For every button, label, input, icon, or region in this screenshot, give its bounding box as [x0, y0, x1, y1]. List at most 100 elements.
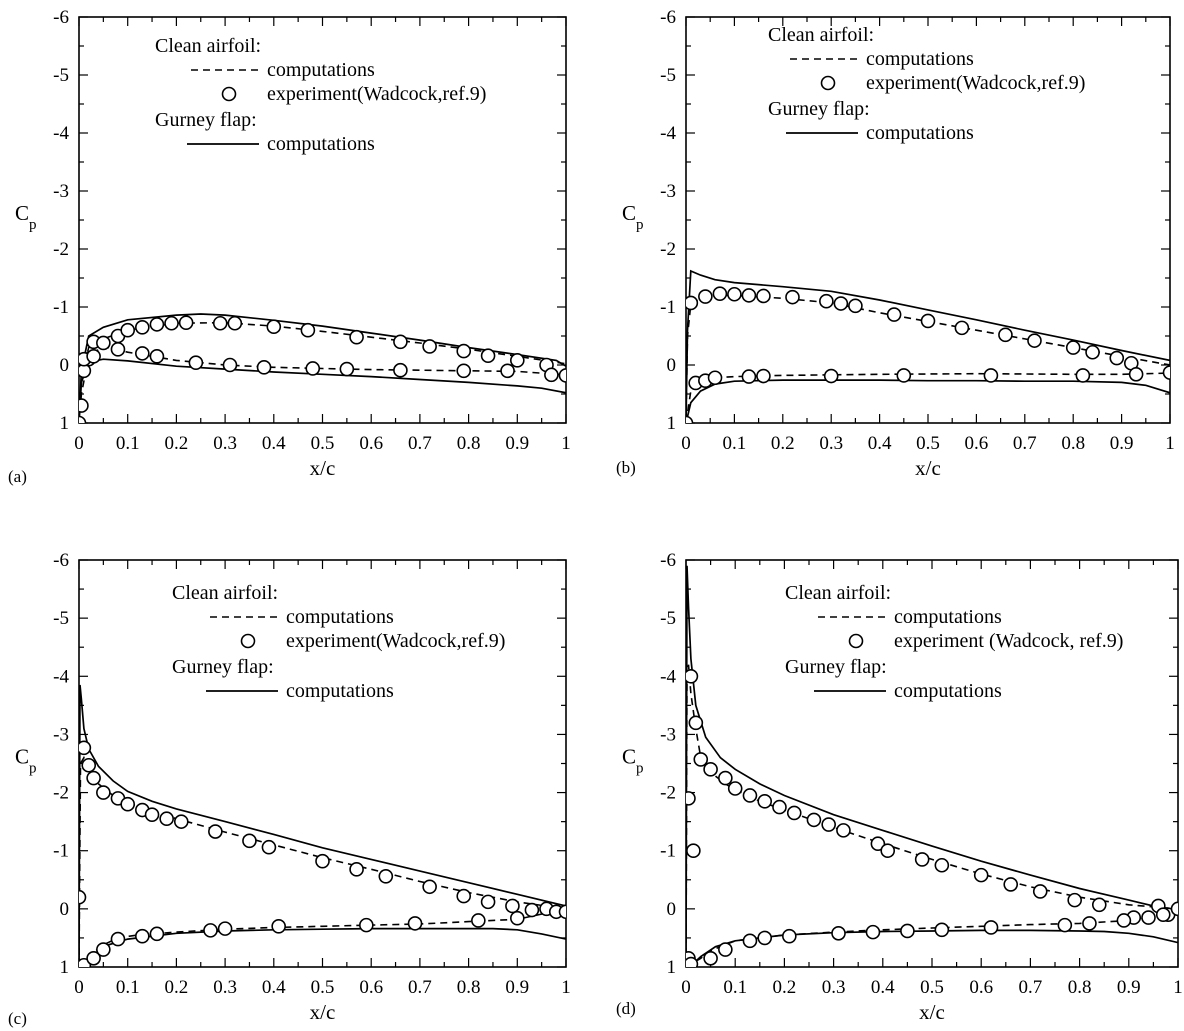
- panel-b-y-tick-label: -6: [660, 7, 676, 28]
- panel-b-panel-label: (b): [616, 458, 636, 477]
- panel-a-y-axis-title-main: C: [15, 201, 29, 225]
- panel-d-experiment-point: [782, 928, 797, 944]
- panel-c-legend-clean-experiment: experiment(Wadcock,ref.9): [286, 630, 505, 652]
- panel-d-y-tick-label: 0: [667, 899, 677, 920]
- panel-c-y-axis-title-sub: p: [29, 761, 37, 777]
- panel-b-experiment-point: [998, 327, 1013, 343]
- panel-b-x-axis-title: x/c: [915, 456, 941, 480]
- panel-b-y-axis-title-sub: p: [636, 217, 644, 233]
- panel-b-experiment-point: [712, 286, 728, 301]
- panel-b-y-tick-label: 0: [667, 355, 677, 376]
- panel-d-experiment-point: [1091, 897, 1107, 913]
- panel-c-x-tick-label: 0.2: [165, 977, 189, 998]
- panel-a-legend: Clean airfoil:computationsexperiment(Wad…: [155, 35, 486, 155]
- panel-c-y-tick-label: 0: [60, 899, 70, 920]
- panel-d-experiment-point: [688, 715, 704, 731]
- panel-a-legend-circle-swatch: [221, 86, 237, 102]
- panel-b-x-tick-label: 0.2: [771, 433, 795, 454]
- panel-c-experiment-point: [509, 910, 525, 926]
- panel-c-experiment-point: [86, 770, 101, 786]
- panel-b-x-tick-label: 0.8: [1061, 433, 1085, 454]
- panel-c-experiment-point: [144, 807, 160, 822]
- panel-d-x-tick-label: 0.3: [822, 977, 846, 998]
- panel-d-experiment-point: [1057, 917, 1073, 933]
- panel-a-experiment-point: [456, 363, 472, 379]
- panel-b-experiment-point: [983, 368, 999, 383]
- panel-c-y-tick-label: -4: [53, 666, 69, 687]
- panel-c-experiment-point: [558, 904, 566, 920]
- panel-b-series-group: [686, 269, 1170, 423]
- panel-d-experiment-point: [742, 788, 758, 803]
- panel-a-y-axis-title: Cp: [15, 201, 37, 233]
- panel-c-legend-gurney-heading: Gurney flap:: [172, 656, 274, 678]
- panel-a-experiment-point: [135, 319, 150, 335]
- panel-b-experiment-point: [741, 369, 757, 384]
- panel-a-legend-gurney-computations: computations: [267, 133, 375, 155]
- panel-c-experiment-point: [505, 898, 520, 914]
- panel-b-experiment-point: [756, 368, 771, 384]
- panel-b-experiment-point: [1027, 333, 1042, 348]
- panel-b-experiment-point: [756, 288, 771, 304]
- panel-d-experiment-point: [727, 781, 743, 796]
- panel-a-experiment-point: [86, 348, 101, 364]
- panel-b-experiment-point: [686, 415, 694, 423]
- panel-d-experiment-point: [934, 857, 950, 873]
- panel-c-experiment-point: [271, 918, 286, 934]
- panel-c-y-tick-label: -3: [53, 724, 69, 745]
- panel-c-experiment-point: [79, 889, 87, 905]
- panel-a-experiment-point: [480, 348, 496, 364]
- panel-d-y-tick-label: 1: [667, 957, 677, 978]
- panel-b-experiment-point: [698, 289, 713, 304]
- panel-a-experiment-point: [120, 322, 135, 338]
- panel-d-y-axis-title-sub: p: [636, 761, 644, 777]
- panel-c-experiment-point: [159, 811, 174, 827]
- panel-b-experiment-point: [707, 370, 723, 386]
- panel-b-experiment-point: [886, 307, 902, 322]
- panel-d-experiment-point: [757, 793, 773, 809]
- panel-b-x-tick-label: 0.7: [1013, 433, 1037, 454]
- panel-c-experiment-point: [135, 928, 150, 944]
- panel-d-x-tick-label: 0.2: [773, 977, 797, 998]
- panel-d-experiment-point: [742, 933, 758, 949]
- panel-c-experiment-point: [79, 740, 92, 756]
- panel-c-experiment-point: [261, 839, 277, 855]
- panel-d-experiment-point: [1032, 884, 1048, 899]
- panel-d-experiment-point: [1155, 907, 1171, 922]
- panel-d-x-tick-label: 0.9: [1117, 977, 1141, 998]
- panel-c-experiment-point: [524, 902, 540, 918]
- panel-c-y-axis-title: Cp: [15, 745, 37, 777]
- panel-d-experiment-point: [900, 923, 915, 939]
- panel-a-x-tick-label: 0.5: [311, 433, 335, 454]
- panel-b-y-tick-label: 1: [667, 413, 677, 434]
- panel-a-experiment-point: [256, 360, 272, 375]
- panel-d-experiment-point: [821, 817, 836, 832]
- panel-b-gurney-computation-line: [686, 379, 1170, 423]
- panel-a-legend-clean-computations: computations: [267, 59, 375, 81]
- panel-a-experiment-point: [96, 335, 111, 351]
- panel-a-experiment-point: [305, 361, 321, 376]
- panel-c-experiment-point: [208, 824, 223, 839]
- panel-c-x-tick-label: 0.1: [116, 977, 140, 998]
- panel-b-legend-clean-heading: Clean airfoil:: [768, 24, 874, 46]
- panel-a-experiment-point: [164, 315, 179, 331]
- panel-a-experiment-point: [422, 339, 437, 354]
- panel-d-x-tick-label: 0.7: [1019, 977, 1043, 998]
- panel-a-experiment-point: [393, 362, 408, 378]
- panel-a-experiment-point: [349, 329, 364, 345]
- panel-d-experiment-point: [836, 823, 851, 838]
- panel-b-experiment-point: [920, 313, 936, 329]
- panel-d-experiment-point: [686, 791, 696, 806]
- panel-a-experiment-point: [178, 315, 194, 330]
- panel-a-experiment-point: [300, 322, 316, 338]
- panel-d-x-tick-label: 0: [681, 977, 691, 998]
- panel-d-y-tick-label: -5: [660, 608, 676, 629]
- panel-d-gurney-computation-line: [686, 565, 1178, 967]
- panel-a-x-axis-title: x/c: [310, 456, 336, 480]
- panel-a-x-tick-label: 0.1: [116, 433, 140, 454]
- panel-d-experiment-point: [983, 920, 999, 935]
- panel-c-experiment-point: [407, 916, 423, 931]
- panel-c-x-tick-label: 0.4: [262, 977, 286, 998]
- panel-c-y-tick-label: -1: [53, 841, 69, 862]
